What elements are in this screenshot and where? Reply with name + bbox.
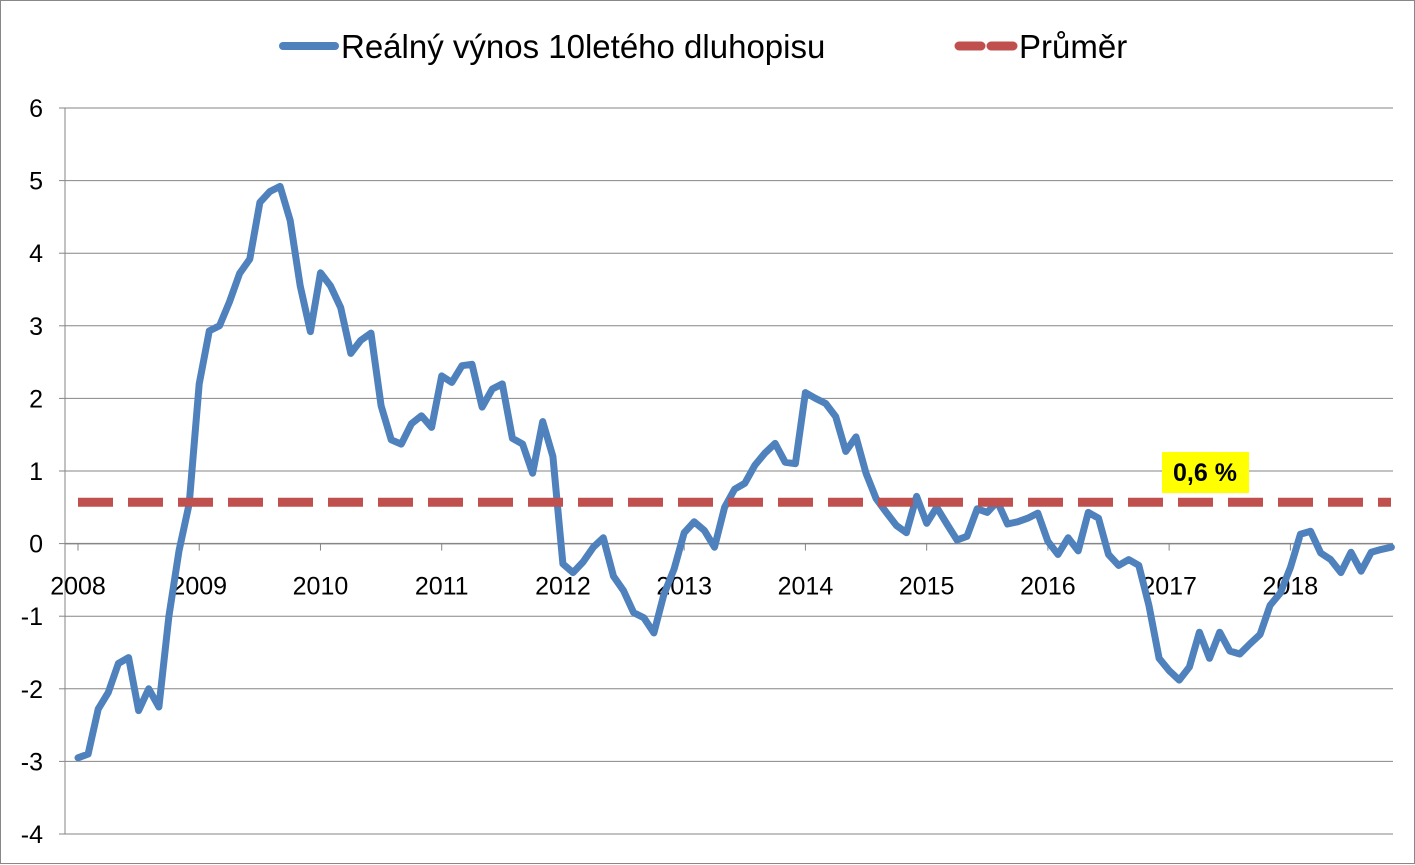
series-lines <box>74 182 1395 762</box>
average-callout-background <box>1162 452 1249 493</box>
legend-label-real-yield: Reálný výnos 10letého dluhopisu <box>341 28 825 65</box>
x-tick-label: 2009 <box>171 573 227 601</box>
x-tick-label: 2011 <box>415 573 469 601</box>
x-tick-label: 2015 <box>899 573 955 601</box>
x-tick-label: 2016 <box>1020 573 1076 601</box>
y-tick-label: 5 <box>29 168 43 196</box>
x-tick-label: 2014 <box>778 573 834 601</box>
y-tick-label: 1 <box>29 458 43 486</box>
y-tick-label: 3 <box>29 313 43 341</box>
legend-label-average: Průměr <box>1019 28 1127 65</box>
y-tick-label: -1 <box>21 603 43 631</box>
x-tick-label: 2008 <box>50 573 106 601</box>
average-callout-label: 0,6 % <box>1173 459 1237 487</box>
series-line-real-yield <box>74 182 1395 762</box>
x-tick-label: 2017 <box>1141 573 1197 601</box>
y-tick-label: 6 <box>29 95 43 123</box>
y-tick-label: 2 <box>29 385 43 413</box>
y-tick-label: 4 <box>29 240 43 268</box>
axes <box>59 107 1393 835</box>
y-tick-label: -3 <box>21 748 43 776</box>
x-axis-tick-labels: 2008 2009 2010 2011 2012 2013 2014 2015 2016 2017… <box>50 573 1318 601</box>
x-tick-label: 2010 <box>293 573 349 601</box>
x-tick-label: 2018 <box>1263 573 1319 601</box>
legend: Reálný výnos 10letého dluhopisu Průměr <box>279 28 1127 65</box>
x-tick-label: 2012 <box>535 573 591 601</box>
y-tick-label: -2 <box>21 676 43 704</box>
y-tick-label: 0 <box>29 531 43 559</box>
y-axis-tick-labels: 6 5 4 3 2 1 0 -1 -2 -3 -4 <box>21 95 43 849</box>
y-tick-label: -4 <box>21 821 43 849</box>
average-annotation: 0,6 % <box>1162 452 1249 493</box>
